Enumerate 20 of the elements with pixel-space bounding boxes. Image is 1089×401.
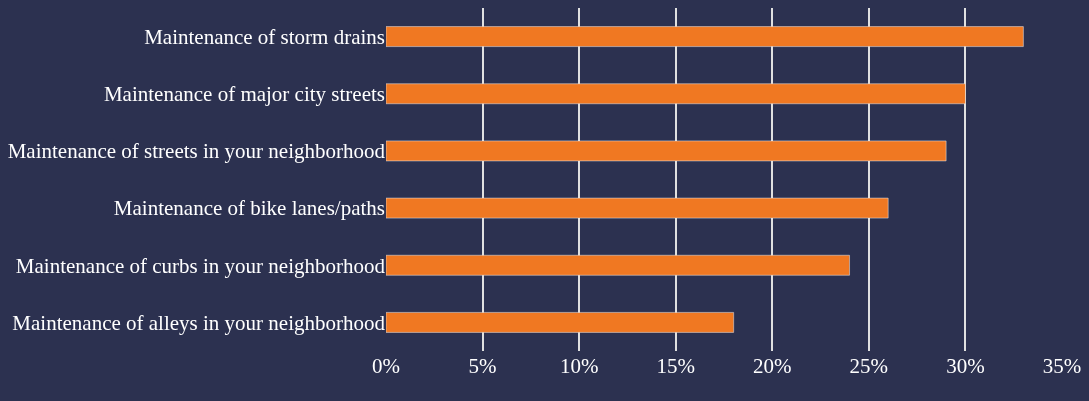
y-tick-label: Maintenance of bike lanes/paths bbox=[113, 196, 385, 221]
bar bbox=[386, 197, 889, 219]
bar bbox=[386, 312, 734, 333]
bar bbox=[386, 140, 947, 162]
x-tick-label: 10% bbox=[559, 354, 599, 378]
x-tick-label: 20% bbox=[753, 354, 792, 378]
bar bbox=[386, 255, 850, 276]
x-tick-label: 0% bbox=[372, 354, 400, 378]
y-tick-label: Maintenance of streets in your neighborhood bbox=[7, 139, 386, 164]
y-tick-label: Maintenance of alleys in your neighborhood bbox=[12, 310, 386, 335]
y-tick-label: Maintenance of storm drains bbox=[144, 24, 385, 49]
x-tick-label: 30% bbox=[946, 354, 985, 378]
x-tick-label: 5% bbox=[468, 354, 497, 378]
x-tick-label: 35% bbox=[1042, 354, 1082, 378]
bar bbox=[386, 26, 1024, 47]
x-tick-label: 15% bbox=[656, 354, 695, 378]
bar bbox=[386, 83, 966, 104]
x-tick-label: 25% bbox=[849, 354, 889, 378]
y-tick-label: Maintenance of major city streets bbox=[103, 82, 385, 107]
y-tick-label: Maintenance of curbs in your neighborhood bbox=[15, 253, 386, 278]
